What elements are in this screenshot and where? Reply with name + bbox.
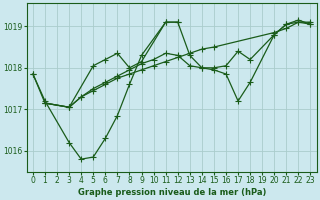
X-axis label: Graphe pression niveau de la mer (hPa): Graphe pression niveau de la mer (hPa)	[77, 188, 266, 197]
